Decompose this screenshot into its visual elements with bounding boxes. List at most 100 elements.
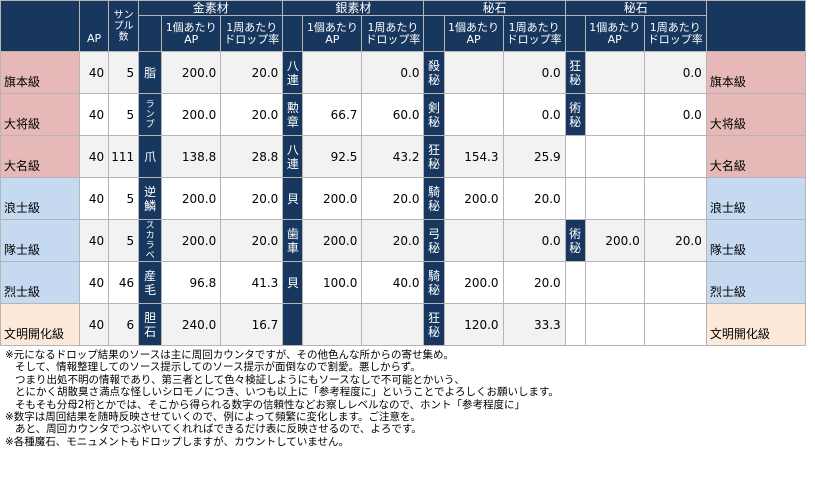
material-name: 脂 — [138, 51, 163, 94]
sample-count: 46 — [108, 261, 140, 304]
header-drop-rate: 1周あたりドロップ率 — [361, 15, 425, 52]
rank-label: 文明開化級 — [705, 303, 807, 346]
ap-value: 40 — [79, 219, 110, 262]
per-ap-value: 96.8 — [161, 261, 222, 304]
per-ap-value: 200.0 — [443, 261, 504, 304]
ap-value: 40 — [79, 51, 110, 94]
material-name: 狂秘 — [423, 135, 445, 178]
note-line: あと、周回カウンタでつぶやいてくれればできるだけ表に反映させるので、よろです。 — [15, 423, 422, 436]
drop-rate-value: 25.9 — [502, 135, 566, 178]
table-row: 烈士級 40 46 産毛 96.8 41.3 貝 100.0 40.0 騎秘 2… — [0, 261, 807, 304]
header-mat-blank — [282, 15, 304, 52]
footnotes: ※元になるドロップ結果のソースは主に周回カウンタですが、その他色んな所からの寄せ… — [5, 349, 810, 448]
table-row: 大名級 40 111 爪 138.8 28.8 八連 92.5 43.2 狂秘 … — [0, 135, 807, 178]
per-ap-value: 66.7 — [302, 93, 363, 136]
material-name: ランプ — [138, 93, 163, 136]
material-name: 貝 — [282, 261, 304, 304]
material-name: スカラベ — [138, 219, 163, 262]
note-line: ※数字は周回結果を随時反映させていくので、例によって頻繁に変化します。ご注意を。 — [5, 411, 421, 424]
header-drop-rate: 1周あたりドロップ率 — [220, 15, 284, 52]
table-row: 隊士級 40 5 スカラベ 200.0 20.0 歯車 200.0 20.0 弓… — [0, 219, 807, 262]
drop-rate-value: 20.0 — [502, 177, 566, 220]
material-name: 弓秘 — [423, 219, 445, 262]
drop-rate-value: 20.0 — [361, 219, 425, 262]
material-name: 騎秘 — [423, 177, 445, 220]
header-mat-blank — [138, 15, 163, 52]
material-empty — [564, 177, 586, 220]
drop-rate-value: 20.0 — [643, 219, 707, 262]
drop-rate-value: 20.0 — [220, 177, 284, 220]
material-empty — [282, 303, 304, 346]
per-ap-value: 120.0 — [443, 303, 504, 346]
header-drop-rate: 1周あたりドロップ率 — [502, 15, 566, 52]
per-ap-value — [302, 51, 363, 94]
drop-rate-value — [643, 303, 707, 346]
sample-count: 5 — [108, 177, 140, 220]
per-ap-value: 92.5 — [302, 135, 363, 178]
table-row: 旗本級 40 5 脂 200.0 20.0 八連 0.0 殺秘 0.0 狂秘 0… — [0, 51, 807, 94]
rank-label: 旗本級 — [705, 51, 807, 94]
material-empty — [564, 261, 586, 304]
drop-rate-value: 20.0 — [502, 261, 566, 304]
drop-rate-value: 0.0 — [502, 51, 566, 94]
per-ap-value: 200.0 — [161, 93, 222, 136]
header-mat-blank — [564, 15, 586, 52]
note-line: ※各種魔石、モニュメントもドロップしますが、カウントしていません。 — [5, 435, 349, 448]
note-line: とにかく胡散臭さ満点な怪しいシロモノにつき、いつも以上に「参考程度に」ということ… — [15, 386, 559, 399]
material-name: 産毛 — [138, 261, 163, 304]
note-line: そもそも分母2桁とかでは、そこから得られる数字の信頼性などお察しレベルなので、ホ… — [15, 398, 526, 411]
material-name: 爪 — [138, 135, 163, 178]
rank-label: 烈士級 — [705, 261, 807, 304]
per-ap-value — [302, 303, 363, 346]
per-ap-value — [443, 93, 504, 136]
sample-count: 6 — [108, 303, 140, 346]
per-ap-value: 200.0 — [161, 51, 222, 94]
rank-label: 浪士級 — [705, 177, 807, 220]
rank-label: 大名級 — [705, 135, 807, 178]
sample-count: 5 — [108, 93, 140, 136]
drop-rate-value: 28.8 — [220, 135, 284, 178]
header-mat-blank — [423, 15, 445, 52]
header-per-ap: 1個あたりAP — [302, 15, 363, 52]
per-ap-value — [443, 51, 504, 94]
drop-rate-value: 16.7 — [220, 303, 284, 346]
header-rank-blank-right — [705, 0, 807, 52]
rank-label: 大名級 — [0, 135, 81, 178]
material-name: 勲章 — [282, 93, 304, 136]
per-ap-value: 200.0 — [161, 219, 222, 262]
rank-label: 隊士級 — [0, 219, 81, 262]
per-ap-value: 200.0 — [302, 177, 363, 220]
rank-label: 文明開化級 — [0, 303, 81, 346]
material-name: 騎秘 — [423, 261, 445, 304]
drop-rate-value — [361, 303, 425, 346]
header-per-ap: 1個あたりAP — [443, 15, 504, 52]
header-per-ap: 1個あたりAP — [584, 15, 645, 52]
table-row: 大将級 40 5 ランプ 200.0 20.0 勲章 66.7 60.0 剣秘 … — [0, 93, 807, 136]
rank-label: 大将級 — [705, 93, 807, 136]
per-ap-value: 240.0 — [161, 303, 222, 346]
per-ap-value: 200.0 — [161, 177, 222, 220]
per-ap-value — [584, 135, 645, 178]
drop-rate-value: 0.0 — [502, 93, 566, 136]
per-ap-value: 200.0 — [302, 219, 363, 262]
drop-rate-value: 20.0 — [361, 177, 425, 220]
rank-label: 烈士級 — [0, 261, 81, 304]
note-line: ※元になるドロップ結果のソースは主に周回カウンタですが、その他色んな所からの寄せ… — [5, 349, 455, 361]
ap-value: 40 — [79, 177, 110, 220]
drop-rate-value — [643, 135, 707, 178]
rank-label: 浪士級 — [0, 177, 81, 220]
header-drop-rate: 1周あたりドロップ率 — [643, 15, 707, 52]
rank-label: 隊士級 — [705, 219, 807, 262]
material-name: 剣秘 — [423, 93, 445, 136]
drop-rate-value: 0.0 — [643, 93, 707, 136]
drop-rate-value: 41.3 — [220, 261, 284, 304]
material-empty — [564, 303, 586, 346]
per-ap-value — [443, 219, 504, 262]
per-ap-value: 200.0 — [443, 177, 504, 220]
material-name: 術秘 — [564, 93, 586, 136]
per-ap-value: 200.0 — [584, 219, 645, 262]
drop-rate-value — [643, 261, 707, 304]
drop-rate-value: 0.0 — [361, 51, 425, 94]
sample-count: 111 — [108, 135, 140, 178]
ap-value: 40 — [79, 93, 110, 136]
